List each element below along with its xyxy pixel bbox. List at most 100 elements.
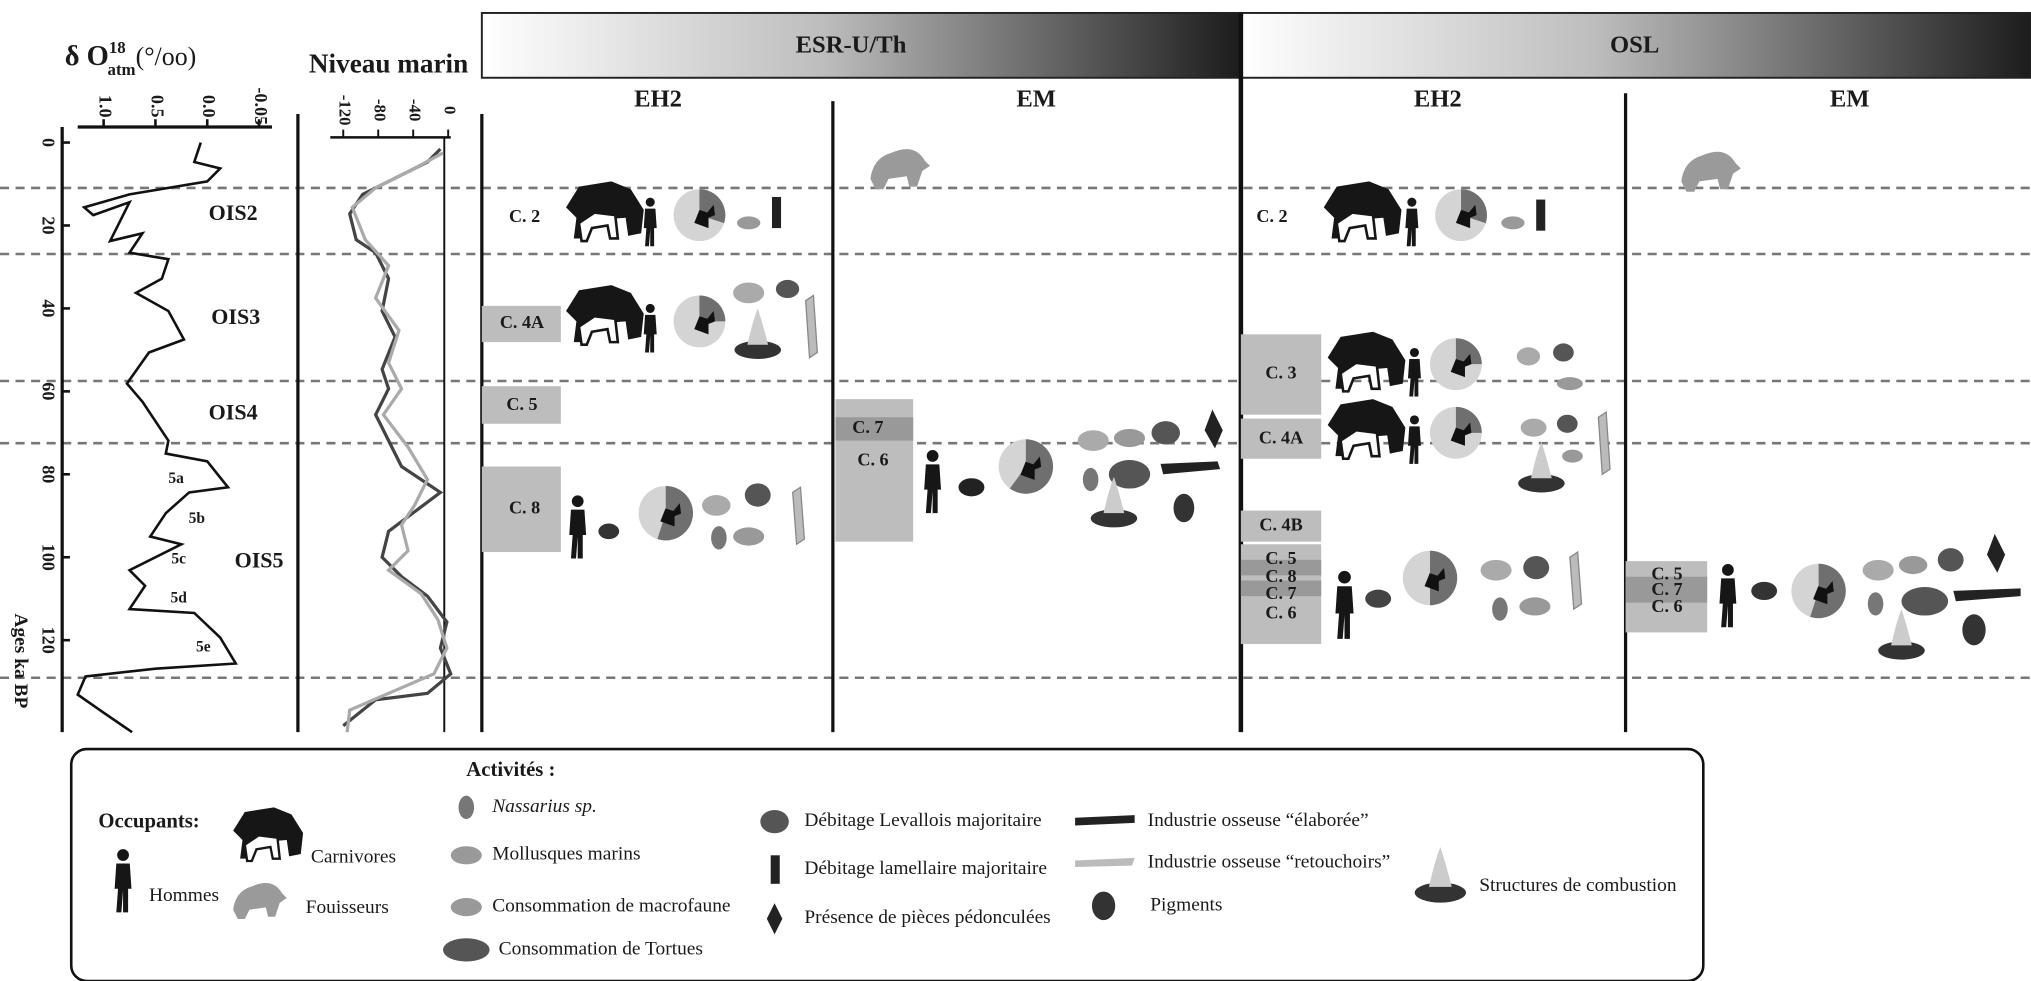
icon-macrofauna xyxy=(733,527,765,546)
icon-fire xyxy=(1090,476,1138,528)
layer-label: C. 3 xyxy=(1265,363,1296,383)
method-name: ESR-U/Th xyxy=(796,31,907,58)
age-tick-label: 0 xyxy=(38,138,58,147)
method-header xyxy=(1239,11,2031,79)
shape xyxy=(114,863,132,913)
icon-bone xyxy=(1953,588,2021,602)
icon-levallois xyxy=(1556,414,1578,433)
icon-nassarius xyxy=(1492,597,1508,621)
site-name: EM xyxy=(1016,85,1056,112)
shape xyxy=(1455,338,1482,365)
shape xyxy=(1450,353,1472,378)
shape xyxy=(1414,882,1466,903)
method-header xyxy=(480,11,1242,79)
shape xyxy=(1335,211,1378,243)
icon-nassarius xyxy=(1082,467,1099,492)
icon-human xyxy=(1335,570,1354,639)
substage-label: 5c xyxy=(171,550,186,567)
sea-tick-label: -80 xyxy=(370,99,389,121)
icon-levallois xyxy=(1553,343,1574,362)
shape xyxy=(233,807,304,859)
icon-fire xyxy=(1518,441,1565,493)
icon-mollusc xyxy=(1520,418,1547,437)
icon-macrofauna xyxy=(1501,216,1525,230)
shape xyxy=(1428,847,1452,887)
legend-label: Activités : xyxy=(466,759,555,781)
icon-retouchoir xyxy=(1569,550,1583,611)
icon-human xyxy=(924,450,942,514)
d18o-tick-label: 0.5 xyxy=(147,95,167,118)
shape xyxy=(1409,415,1419,425)
icon-mollusc xyxy=(1480,559,1512,581)
legend-label: Carnivores xyxy=(311,846,396,867)
icon-burrower xyxy=(870,149,931,190)
icon-retouchoir xyxy=(792,486,806,546)
age-tick-label: 20 xyxy=(38,216,58,234)
legend-label: Présence de pièces pédonculées xyxy=(804,907,1050,928)
legend-label: Nassarius sp. xyxy=(491,796,597,817)
icon-bone xyxy=(1160,461,1221,475)
legend-label: Industrie osseuse “retouchoirs” xyxy=(1148,852,1391,873)
legend-label: Occupants: xyxy=(98,811,199,833)
d18o-tick-label: -0.05 xyxy=(251,87,271,125)
shape xyxy=(577,314,620,347)
shape xyxy=(694,311,715,335)
layer-label: C. 5 xyxy=(1651,564,1682,584)
layer-label: C. 4A xyxy=(1259,427,1303,447)
sea-title: Niveau marin xyxy=(309,49,468,79)
legend-label: Consommation de Tortues xyxy=(499,938,703,959)
shape xyxy=(1103,476,1125,514)
d18o-curve xyxy=(76,142,238,734)
age-tick-label: 40 xyxy=(38,299,58,317)
stage-label: OIS3 xyxy=(211,304,260,329)
icon-carnivore xyxy=(1365,589,1392,608)
title-sup: 18 xyxy=(109,38,126,57)
shape xyxy=(926,450,939,462)
shape xyxy=(870,149,931,190)
icon-pie xyxy=(1402,550,1458,606)
icon-peduncle xyxy=(1204,409,1223,449)
icon-lamellar xyxy=(1536,199,1546,231)
d18o-title: δ O18 atm(°/oo) xyxy=(65,38,197,79)
substage-label: 5d xyxy=(171,589,188,606)
icon-pigment xyxy=(1962,614,1986,646)
icon-carnivore xyxy=(233,807,304,863)
title-main: δ O xyxy=(65,41,109,72)
shape xyxy=(1891,609,1912,646)
legend-label: Débitage Levallois majoritaire xyxy=(804,810,1041,831)
icon-human xyxy=(598,523,620,540)
shape xyxy=(1339,428,1381,461)
shape xyxy=(1323,181,1402,239)
substage-label: 5a xyxy=(168,470,184,487)
icon-pie xyxy=(1791,563,1846,619)
icon-mollusc xyxy=(450,846,482,865)
icon-levallois xyxy=(744,483,771,507)
shape xyxy=(643,208,657,247)
shape xyxy=(1339,361,1381,393)
icon-carnivore xyxy=(566,285,644,347)
icon-human xyxy=(1407,415,1421,464)
shape xyxy=(1409,347,1419,358)
icon-lamellar xyxy=(770,855,780,884)
shape xyxy=(1407,197,1417,207)
icon-human xyxy=(643,197,657,247)
legend-label: Consommation de macrofaune xyxy=(492,896,730,917)
shape xyxy=(233,883,287,920)
shape xyxy=(747,308,769,345)
legend-box xyxy=(69,747,1705,981)
shape xyxy=(1450,422,1472,446)
icon-levallois xyxy=(1151,421,1181,445)
icon-macrofauna xyxy=(1562,449,1583,463)
icon-retouchoir xyxy=(804,294,818,359)
icon-nassarius xyxy=(711,526,727,550)
icon-carnivore xyxy=(1751,581,1778,601)
icon-nassarius xyxy=(1867,592,1884,616)
shape xyxy=(1327,331,1406,389)
icon-tortoise xyxy=(442,938,490,962)
icon-human xyxy=(643,303,657,353)
age-tick-label: 60 xyxy=(38,382,58,400)
icon-macrofauna xyxy=(1113,428,1146,448)
shape xyxy=(1405,208,1419,247)
icons xyxy=(114,149,2021,962)
shape xyxy=(1020,456,1042,480)
